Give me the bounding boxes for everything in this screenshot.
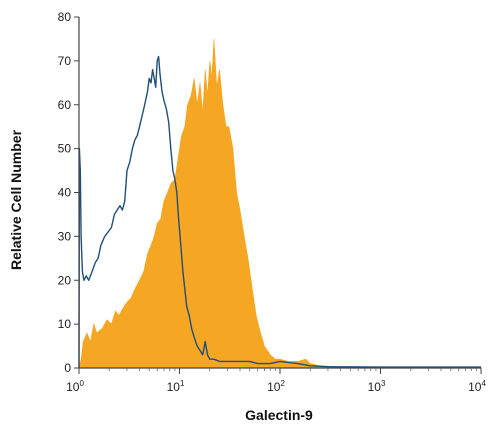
y-tick-label: 20 <box>58 273 72 287</box>
control-histogram-outline <box>78 55 481 369</box>
sample-histogram-fill <box>78 38 482 369</box>
y-tick-label: 70 <box>58 54 72 68</box>
x-axis-label: Galectin-9 <box>245 407 313 423</box>
x-tick-label: 101 <box>167 379 185 394</box>
x-tick-label: 104 <box>468 379 486 394</box>
x-tick-label: 103 <box>368 379 386 394</box>
y-tick-label: 0 <box>64 361 71 375</box>
y-tick-label: 40 <box>58 186 72 200</box>
x-ticks: 100 101 102 103 104 <box>66 368 486 394</box>
x-tick-label: 102 <box>267 379 285 394</box>
y-ticks: 0 10 20 30 40 50 60 70 80 <box>58 10 79 375</box>
y-tick-label: 10 <box>58 317 72 331</box>
y-tick-label: 30 <box>58 229 72 243</box>
plot-area <box>78 38 482 369</box>
y-tick-label: 80 <box>58 10 72 24</box>
y-axis-label: Relative Cell Number <box>8 129 24 270</box>
y-tick-label: 60 <box>58 98 72 112</box>
y-tick-label: 50 <box>58 142 72 156</box>
x-tick-label: 100 <box>66 379 84 394</box>
